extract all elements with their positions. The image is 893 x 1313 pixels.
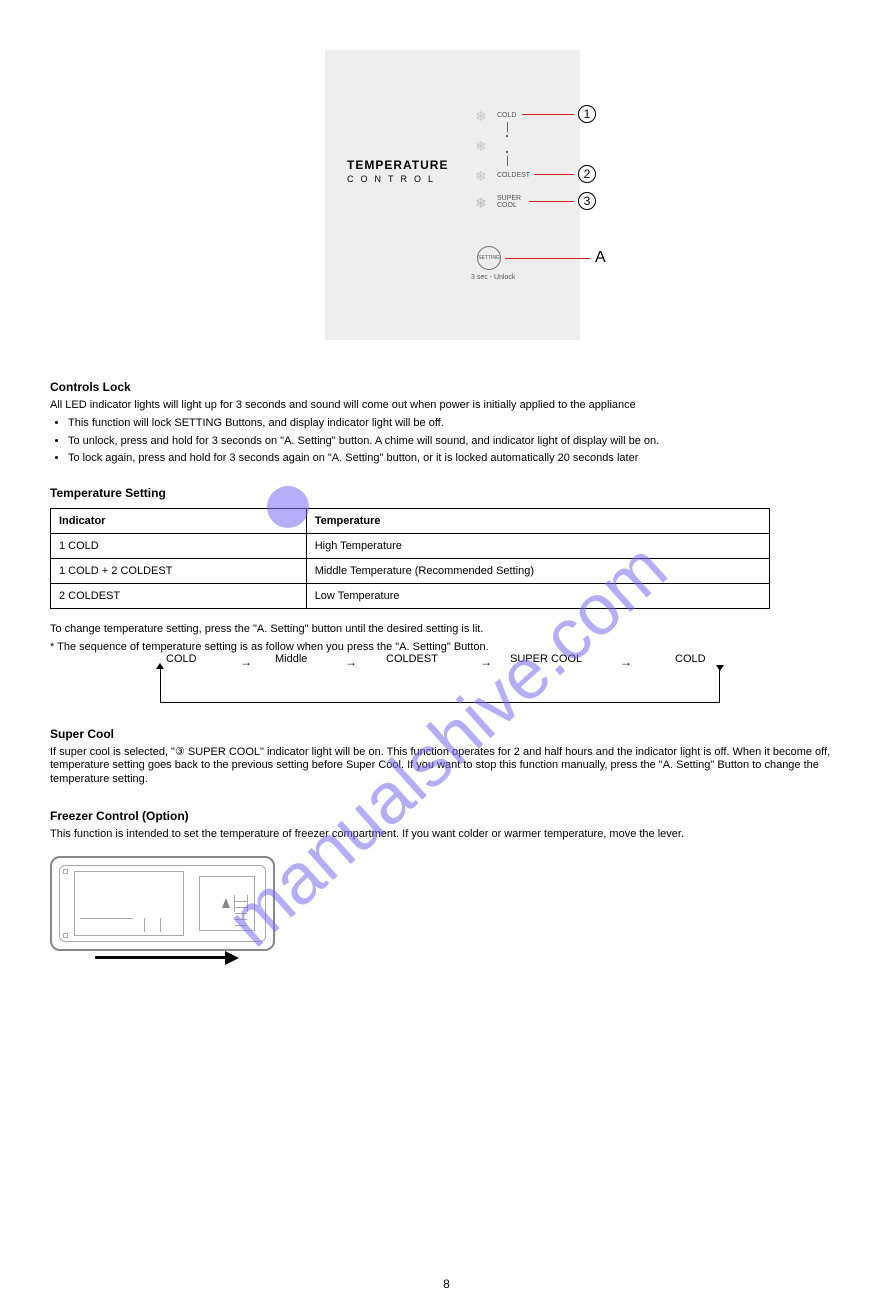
- snowflake-icon: ❄: [475, 168, 487, 185]
- temperature-setting-heading: Temperature Setting: [50, 486, 843, 500]
- arrow-icon: →: [345, 655, 357, 669]
- snowflake-icon: ❄: [475, 108, 487, 125]
- hinge: [63, 869, 68, 874]
- callout-line: [505, 258, 590, 259]
- setting-sub: 3 sec - Unlock: [471, 274, 515, 281]
- super-cool-section: Super Cool If super cool is selected, "③…: [50, 727, 843, 787]
- setting-button[interactable]: SETTING: [477, 246, 501, 270]
- label-cold: COLD: [497, 112, 516, 119]
- seq-border: [160, 667, 161, 703]
- snowflake-icon: ❄: [475, 138, 487, 155]
- arrow-icon: →: [240, 655, 252, 669]
- temperature-table: Indicator Temperature 1 COLD High Temper…: [50, 508, 770, 609]
- table-cell: 2 COLDEST: [51, 584, 307, 609]
- page-number: 8: [0, 1277, 893, 1291]
- scale-line: [507, 156, 508, 166]
- vent: [234, 895, 248, 912]
- seq-item: COLD: [166, 653, 197, 665]
- callout-2: 2: [578, 165, 596, 183]
- table-cell: Low Temperature: [306, 584, 769, 609]
- super-cool-heading: Super Cool: [50, 727, 843, 741]
- scale-dot: [506, 135, 508, 137]
- table-row: 1 COLD + 2 COLDEST Middle Temperature (R…: [51, 559, 770, 584]
- callout-3: 3: [578, 192, 596, 210]
- controls-lock-bullet: To lock again, press and hold for 3 seco…: [68, 452, 843, 466]
- panel-bg: TEMPERATURE CONTROL ❄ COLD ❄ ❄ COLDEST ❄…: [325, 50, 580, 340]
- label-supercool: SUPERCOOL: [497, 195, 521, 209]
- callout-line: [529, 201, 574, 202]
- scale-dot: [506, 151, 508, 153]
- sequence-diagram: COLD → Middle → COLDEST → SUPER COOL → C…: [160, 667, 720, 703]
- set-instruction: To change temperature setting, press the…: [50, 623, 843, 637]
- freezer-control-heading: Freezer Control (Option): [50, 809, 843, 823]
- seq-border: [160, 702, 720, 703]
- seq-item: SUPER COOL: [510, 653, 582, 665]
- callout-2-text: 2: [584, 167, 591, 181]
- callout-1: 1: [578, 105, 596, 123]
- callout-A: A: [595, 249, 606, 267]
- table-header: Temperature: [306, 509, 769, 534]
- seq-item: Middle: [275, 653, 307, 665]
- setting-button-label: SETTING: [478, 255, 500, 261]
- panel-title: TEMPERATURE: [347, 158, 448, 172]
- label-coldest: COLDEST: [497, 172, 530, 179]
- controls-lock-section: Controls Lock All LED indicator lights w…: [50, 380, 843, 466]
- hinge: [63, 933, 68, 938]
- table-row: 2 COLDEST Low Temperature: [51, 584, 770, 609]
- supercool-icon: ❄: [475, 195, 487, 212]
- control-panel-diagram: TEMPERATURE CONTROL ❄ COLD ❄ ❄ COLDEST ❄…: [50, 50, 843, 350]
- freezer-frame: [50, 856, 275, 951]
- callout-line: [522, 114, 574, 115]
- table-row: 1 COLD High Temperature: [51, 534, 770, 559]
- seq-item: COLD: [675, 653, 706, 665]
- lever-arrow-icon: [222, 898, 230, 908]
- arrow-icon: →: [480, 655, 492, 669]
- arrowhead-icon: [716, 665, 724, 671]
- seq-border: [719, 667, 720, 703]
- big-arrow: [95, 956, 225, 959]
- arrow-icon: →: [620, 655, 632, 669]
- table-cell: High Temperature: [306, 534, 769, 559]
- controls-lock-heading: Controls Lock: [50, 380, 843, 394]
- freezer-diagram: [50, 856, 275, 976]
- controls-lock-bullet: This function will lock SETTING Buttons,…: [68, 417, 843, 431]
- callout-1-text: 1: [584, 107, 591, 121]
- freezer-door: [74, 871, 184, 936]
- big-arrow-head-icon: [225, 951, 239, 965]
- panel-subtitle: CONTROL: [347, 174, 440, 184]
- scale-line: [507, 122, 508, 132]
- temperature-setting-section: Temperature Setting Indicator Temperatur…: [50, 486, 843, 703]
- callout-line: [534, 174, 574, 175]
- callout-3-text: 3: [584, 194, 591, 208]
- controls-lock-intro: All LED indicator lights will light up f…: [50, 399, 843, 413]
- controls-lock-bullet: To unlock, press and hold for 3 seconds …: [68, 435, 843, 449]
- table-header: Indicator: [51, 509, 307, 534]
- table-cell: Middle Temperature (Recommended Setting): [306, 559, 769, 584]
- table-cell: 1 COLD + 2 COLDEST: [51, 559, 307, 584]
- seq-item: COLDEST: [386, 653, 438, 665]
- super-cool-text: If super cool is selected, "③ SUPER COOL…: [50, 746, 843, 787]
- table-cell: 1 COLD: [51, 534, 307, 559]
- freezer-control-text: This function is intended to set the tem…: [50, 828, 843, 842]
- page-root: TEMPERATURE CONTROL ❄ COLD ❄ ❄ COLDEST ❄…: [0, 50, 893, 1313]
- table-row: Indicator Temperature: [51, 509, 770, 534]
- arrowhead-icon: [156, 663, 164, 669]
- freezer-control-section: Freezer Control (Option) This function i…: [50, 809, 843, 976]
